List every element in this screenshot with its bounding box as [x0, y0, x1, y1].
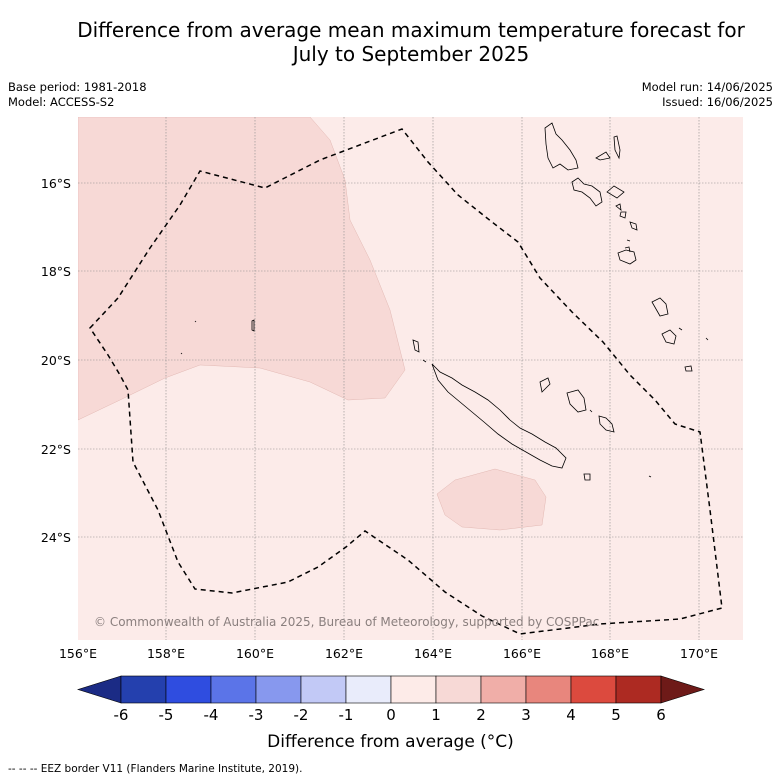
vanuatu-islands — [544, 122, 638, 265]
lon-label-158e: 158°E — [147, 646, 185, 661]
lat-label-20s: 20°S — [41, 353, 71, 368]
lon-label-160e: 160°E — [236, 646, 274, 661]
new-caledonia-mainland — [431, 363, 567, 469]
eez-border — [89, 128, 723, 635]
colorbar-swatch — [255, 675, 302, 704]
latitude-labels: 16°S 18°S 20°S 22°S 24°S — [41, 176, 71, 545]
colorbar-tick-label: 1 — [431, 706, 441, 724]
colorbar-tick-label: 4 — [566, 706, 576, 724]
map-title: Difference from average mean maximum tem… — [0, 18, 781, 66]
issued-text: Issued: 16/06/2025 — [662, 95, 773, 109]
colorbar-tick-label: -6 — [114, 706, 129, 724]
lat-label-18s: 18°S — [41, 264, 71, 279]
model-text: Model: ACCESS-S2 — [8, 95, 115, 109]
colorbar-tick-label: -2 — [294, 706, 309, 724]
warm-anomaly-region-south — [436, 468, 547, 531]
colorbar-tick-label: -3 — [249, 706, 264, 724]
colorbar-tick-label: 5 — [611, 706, 621, 724]
lon-label-164e: 164°E — [414, 646, 452, 661]
colorbar-tick-label: 6 — [656, 706, 666, 724]
colorbar-swatch — [210, 675, 257, 704]
title-line-2: July to September 2025 — [292, 42, 530, 66]
eez-legend-text: -- -- -- EEZ border V11 (Flanders Marine… — [8, 763, 303, 775]
colorbar-swatch — [300, 675, 347, 704]
colorbar-tick-label: -1 — [339, 706, 354, 724]
model-run-text: Model run: 14/06/2025 — [641, 80, 773, 94]
meta-right: Model run: 14/06/2025 Issued: 16/06/2025 — [642, 80, 773, 110]
colorbar — [76, 675, 706, 704]
lat-label-24s: 24°S — [41, 530, 71, 545]
lon-label-162e: 162°E — [325, 646, 363, 661]
colorbar-swatch — [480, 675, 527, 704]
lat-label-16s: 16°S — [41, 176, 71, 191]
colorbar-title: Difference from average (°C) — [267, 732, 514, 752]
gridlines — [78, 117, 743, 640]
island-small-2 — [194, 320, 197, 323]
lon-label-166e: 166°E — [503, 646, 541, 661]
base-period-text: Base period: 1981-2018 — [8, 80, 147, 94]
colorbar-tick-label: 2 — [476, 706, 486, 724]
lon-label-168e: 168°E — [591, 646, 629, 661]
longitude-labels: 156°E 158°E 160°E 162°E 164°E 166°E 168°… — [59, 646, 718, 661]
island-small-1 — [251, 319, 255, 332]
colorbar-tick-label: -5 — [159, 706, 174, 724]
island-small-3 — [180, 352, 183, 355]
title-line-1: Difference from average mean maximum tem… — [77, 18, 745, 42]
colorbar-swatch — [435, 675, 482, 704]
colorbar-tick-label: 0 — [386, 706, 396, 724]
colorbar-swatch — [120, 675, 167, 704]
colorbar-extend-low — [76, 675, 122, 704]
lon-label-156e: 156°E — [59, 646, 97, 661]
colorbar-swatch — [165, 675, 212, 704]
colorbar-swatch — [615, 675, 662, 704]
loyalty-islands — [412, 339, 652, 481]
colorbar-extend-high — [660, 675, 706, 704]
colorbar-swatch — [345, 675, 392, 704]
colorbar-tick-labels: -6 -5 -4 -3 -2 -1 0 1 2 3 4 5 6 — [114, 706, 666, 724]
colorbar-swatch — [570, 675, 617, 704]
copyright-text: © Commonwealth of Australia 2025, Bureau… — [94, 615, 599, 629]
meta-left: Base period: 1981-2018 Model: ACCESS-S2 — [8, 80, 147, 110]
lat-label-22s: 22°S — [41, 442, 71, 457]
eastern-islands — [651, 297, 709, 372]
colorbar-swatch — [525, 675, 572, 704]
colorbar-swatch — [390, 675, 437, 704]
colorbar-tick-label: -4 — [204, 706, 219, 724]
warm-anomaly-region-west — [78, 117, 406, 421]
lon-label-170e: 170°E — [680, 646, 718, 661]
colorbar-tick-label: 3 — [521, 706, 531, 724]
